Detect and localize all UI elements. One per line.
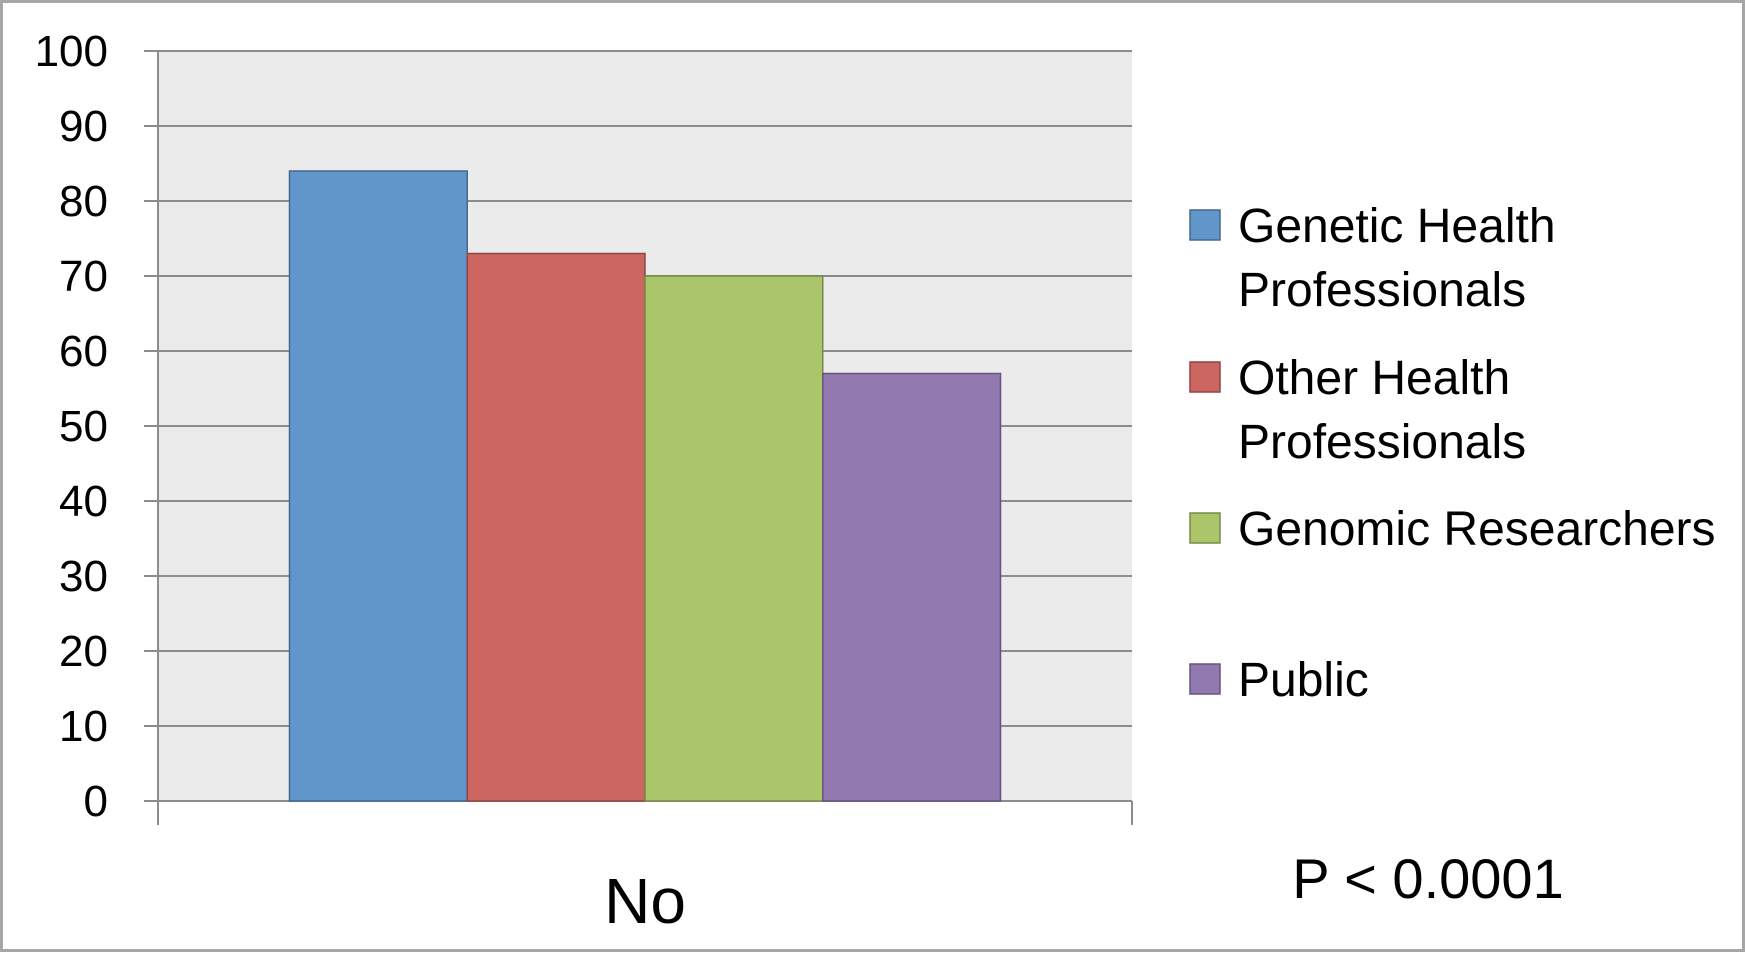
legend-label: Public <box>1238 654 1369 707</box>
y-tick-label: 0 <box>84 777 108 826</box>
bar <box>466 252 646 802</box>
y-tick-label: 90 <box>59 102 108 151</box>
legend-label: Genomic Researchers <box>1238 503 1716 556</box>
legend-swatch <box>1189 512 1221 544</box>
y-tick-label: 40 <box>59 477 108 526</box>
y-tick-label: 100 <box>35 27 108 76</box>
y-tick-labels: 0 10 20 30 40 50 60 70 80 90 100 <box>35 27 158 826</box>
legend-label: Genetic Health Professionals <box>1238 200 1556 317</box>
y-tick-label: 60 <box>59 327 108 376</box>
legend-swatch <box>1189 663 1221 695</box>
bar <box>288 170 468 802</box>
y-tick-label: 70 <box>59 252 108 301</box>
legend-swatch <box>1189 361 1221 393</box>
bar <box>644 275 824 802</box>
p-value-annotation: P < 0.0001 <box>1292 847 1563 910</box>
y-tick-label: 30 <box>59 552 108 601</box>
bars <box>288 170 1002 802</box>
legend-swatch <box>1189 209 1221 241</box>
category-label: No <box>604 865 686 937</box>
category-labels: No <box>604 865 686 937</box>
y-tick-label: 80 <box>59 177 108 226</box>
y-tick-label: 10 <box>59 702 108 751</box>
y-tick-label: 20 <box>59 627 108 676</box>
legend: Genetic Health Professionals Other Health P… <box>1189 200 1716 707</box>
legend-label: Other Health Professionals <box>1238 352 1526 469</box>
y-tick-label: 50 <box>59 402 108 451</box>
bar <box>822 372 1002 802</box>
